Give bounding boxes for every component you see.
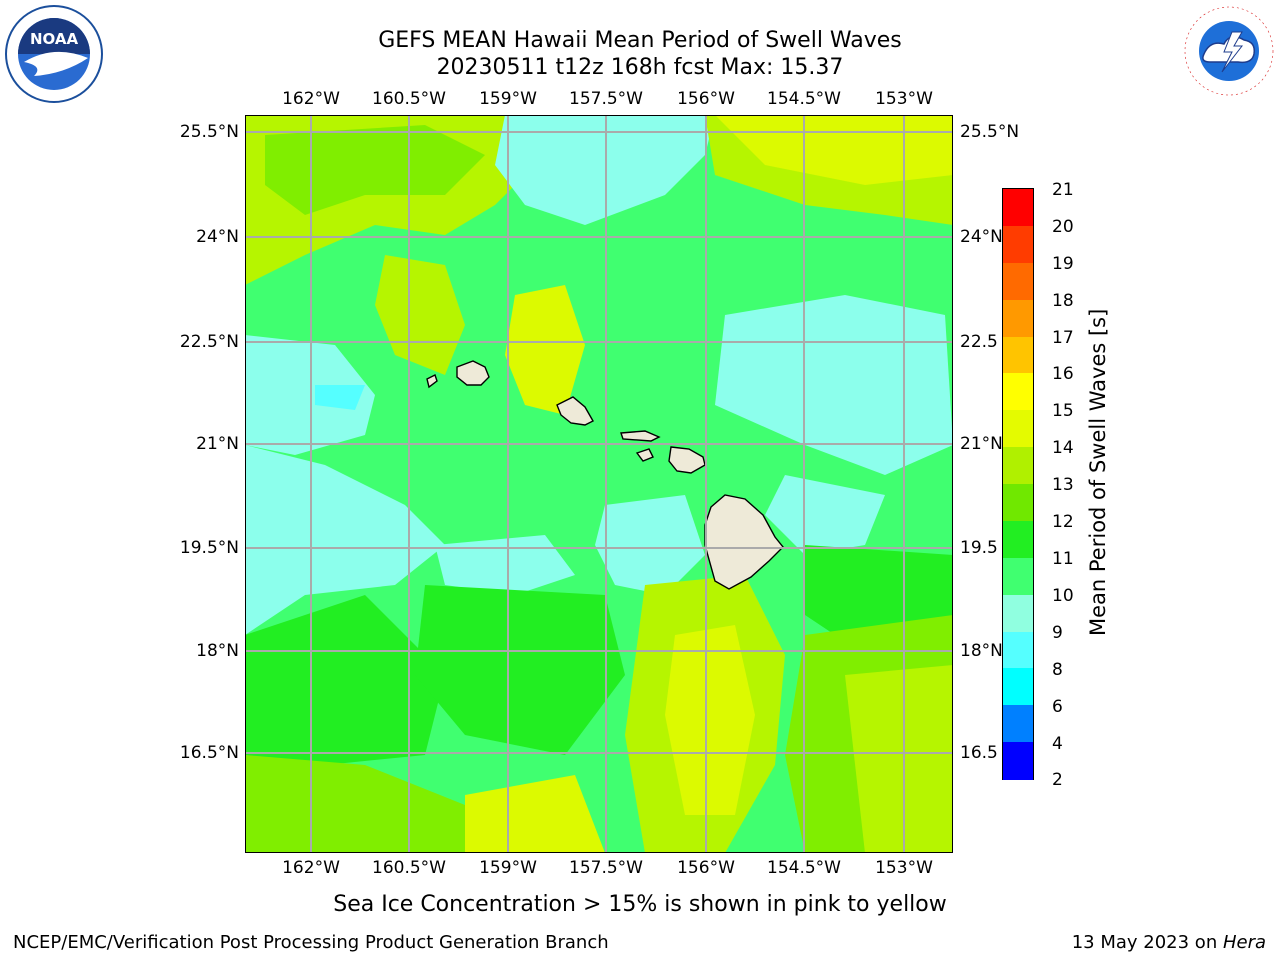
field-region-yg-sw <box>245 755 485 853</box>
footer-branch: NCEP/EMC/Verification Post Processing Pr… <box>13 932 609 953</box>
field-region-yellow-south <box>665 625 755 815</box>
colorbar-segment <box>1003 189 1033 228</box>
colorbar-tick-16: 16 <box>1052 364 1074 384</box>
lon-tick-bottom-157-5: 157.5°W <box>569 858 643 878</box>
lon-tick-top-162: 162°W <box>282 89 340 109</box>
colorbar-tick-19: 19 <box>1052 254 1074 274</box>
colorbar-tick-8: 8 <box>1052 660 1063 680</box>
colorbar-tick-2: 2 <box>1052 770 1063 790</box>
lon-tick-top-159: 159°W <box>479 89 537 109</box>
field-region-cyan-sw <box>245 445 445 635</box>
colorbar-segment <box>1003 520 1033 559</box>
colorbar-tick-6: 6 <box>1052 697 1063 717</box>
colorbar-tick-14: 14 <box>1052 438 1074 458</box>
chart-subtitle: 20230511 t12z 168h fcst Max: 15.37 <box>436 55 844 80</box>
colorbar-tick-12: 12 <box>1052 512 1074 532</box>
lat-tick-right-18: 18°N <box>960 641 1003 661</box>
lat-tick-right-24: 24°N <box>960 227 1003 247</box>
lon-tick-bottom-153: 153°W <box>875 858 933 878</box>
lon-tick-top-160-5: 160.5°W <box>372 89 446 109</box>
colorbar-segment <box>1003 410 1033 449</box>
noaa-logo: NOAA <box>4 4 104 104</box>
colorbar-tick-4: 4 <box>1052 734 1063 754</box>
lat-tick-right-25-5: 25.5°N <box>960 122 1020 142</box>
field-region-lime-se <box>845 665 953 853</box>
colorbar-segment <box>1003 594 1033 633</box>
colorbar-segment <box>1003 299 1033 338</box>
lon-tick-bottom-156: 156°W <box>677 858 735 878</box>
colorbar-segment <box>1003 373 1033 412</box>
lon-tick-top-153: 153°W <box>875 89 933 109</box>
colorbar-tick-9: 9 <box>1052 623 1063 643</box>
lon-tick-top-154-5: 154.5°W <box>767 89 841 109</box>
colorbar-tick-18: 18 <box>1052 291 1074 311</box>
footer-date-text: 13 May 2023 on <box>1071 932 1223 953</box>
colorbar-segment <box>1003 705 1033 744</box>
lon-tick-top-157-5: 157.5°W <box>569 89 643 109</box>
colorbar-tick-15: 15 <box>1052 401 1074 421</box>
island-maui <box>668 446 706 474</box>
lat-tick-right-21: 21°N <box>960 434 1003 454</box>
colorbar-tick-13: 13 <box>1052 475 1074 495</box>
colorbar-segment <box>1003 742 1033 781</box>
lat-tick-right-22-5: 22.5 <box>960 332 998 352</box>
island-niihau <box>426 374 438 389</box>
sea-ice-caption: Sea Ice Concentration > 15% is shown in … <box>333 892 947 917</box>
colorbar-segment <box>1003 225 1033 264</box>
field-region-yellow-sw <box>465 775 605 853</box>
footer-date: 13 May 2023 on Hera <box>1072 932 1266 954</box>
field-region-lime-center <box>375 255 465 375</box>
field-region-cyan-center <box>595 495 705 595</box>
lat-tick-right-19-5: 19.5 <box>960 538 998 558</box>
lon-tick-bottom-154-5: 154.5°W <box>767 858 841 878</box>
field-region-yellow-center <box>505 285 585 415</box>
field-region-cyan-east2 <box>765 475 885 555</box>
lon-tick-top-156: 156°W <box>677 89 735 109</box>
island-molokai <box>620 430 661 442</box>
colorbar-label: Mean Period of Swell Waves [s] <box>1086 308 1110 636</box>
field-region-cyan-mid <box>435 535 575 595</box>
colorbar-label-wrap: Mean Period of Swell Waves [s] <box>948 309 1248 636</box>
chart-title: GEFS MEAN Hawaii Mean Period of Swell Wa… <box>378 28 902 53</box>
swell-period-field <box>245 115 953 853</box>
lat-tick-left-22-5: 22.5°N <box>179 332 239 352</box>
colorbar <box>1002 188 1034 781</box>
field-region-cyan-east <box>715 295 953 475</box>
colorbar-tick-11: 11 <box>1052 549 1074 569</box>
colorbar-tick-17: 17 <box>1052 328 1074 348</box>
colorbar-segment <box>1003 631 1033 670</box>
field-region-cyan8 <box>315 385 365 410</box>
field-region-yellowgreen <box>265 125 485 215</box>
lat-tick-left-18: 18°N <box>196 641 239 661</box>
colorbar-segment <box>1003 668 1033 707</box>
lat-tick-right-16-5: 16.5 <box>960 743 998 763</box>
nws-logo <box>1180 2 1278 100</box>
island-lanai <box>635 448 654 462</box>
island-oahu <box>556 396 594 426</box>
lat-tick-left-19-5: 19.5°N <box>179 538 239 558</box>
map-frame <box>245 115 953 853</box>
colorbar-segment <box>1003 557 1033 596</box>
colorbar-tick-10: 10 <box>1052 586 1074 606</box>
colorbar-segment <box>1003 484 1033 523</box>
lat-tick-left-21: 21°N <box>196 434 239 454</box>
island-kauai <box>456 360 490 386</box>
footer-host: Hera <box>1222 932 1266 953</box>
lon-tick-bottom-159: 159°W <box>479 858 537 878</box>
lon-tick-bottom-162: 162°W <box>282 858 340 878</box>
colorbar-segment <box>1003 336 1033 375</box>
lon-tick-bottom-160-5: 160.5°W <box>372 858 446 878</box>
lat-tick-left-16-5: 16.5°N <box>179 743 239 763</box>
svg-text:NOAA: NOAA <box>30 30 79 48</box>
lat-tick-left-24: 24°N <box>196 227 239 247</box>
colorbar-segment <box>1003 447 1033 486</box>
lat-tick-left-25-5: 25.5°N <box>179 122 239 142</box>
colorbar-segment <box>1003 262 1033 301</box>
field-region-green-sw <box>245 595 445 765</box>
colorbar-tick-21: 21 <box>1052 180 1074 200</box>
map-panel <box>245 115 953 853</box>
field-region-green-s <box>415 585 625 755</box>
colorbar-tick-20: 20 <box>1052 217 1074 237</box>
